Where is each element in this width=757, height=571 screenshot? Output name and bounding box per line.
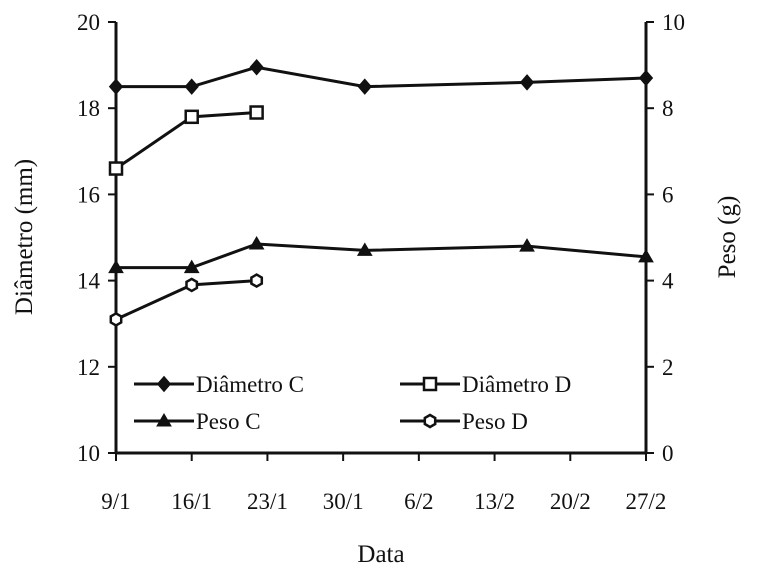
data-point-peso-c (638, 248, 654, 263)
x-tick-label: 6/2 (404, 489, 433, 514)
data-point-diametro-c (184, 78, 199, 95)
legend-label: Peso D (462, 409, 528, 434)
data-point-peso-c (108, 259, 124, 274)
left-y-tick-label: 10 (77, 441, 100, 466)
left-y-tick-label: 20 (77, 10, 100, 35)
data-point-peso-d (109, 311, 123, 327)
data-point-diametro-c (638, 69, 654, 87)
axes (108, 21, 654, 461)
x-tick-label: 16/1 (171, 489, 212, 514)
legend-marker (156, 375, 172, 393)
legend-item-peso-c: Peso C (134, 409, 261, 434)
data-point-diametro-c (108, 78, 124, 95)
series-peso-c (108, 235, 654, 274)
legend-item-diametro-c: Diâmetro C (134, 372, 304, 397)
right-y-tick-label: 6 (662, 182, 674, 207)
right-y-tick-label: 8 (662, 96, 674, 121)
left-y-axis-title: Diâmetro (mm) (11, 159, 38, 315)
left-y-tick-label: 18 (77, 96, 100, 121)
data-point-peso-c (356, 242, 373, 256)
series-line-diametro-c (116, 65, 647, 89)
data-point-peso-c (248, 235, 265, 250)
legend-label: Diâmetro D (462, 372, 571, 397)
left-y-tick-label: 16 (77, 182, 100, 207)
data-point-diametro-c (357, 78, 372, 95)
series-diametro-d (108, 105, 264, 176)
x-tick-label: 27/2 (626, 489, 667, 514)
legend-marker (423, 413, 437, 429)
x-tick-label: 20/2 (550, 489, 591, 514)
data-point-diametro-c (519, 74, 535, 91)
legend-marker (156, 413, 172, 427)
data-point-diametro-d (108, 161, 124, 176)
left-y-tick-label: 14 (77, 269, 101, 294)
x-tick-label: 9/1 (101, 489, 130, 514)
x-tick-label: 13/2 (474, 489, 515, 514)
series-line-peso-c (116, 242, 647, 270)
data-point-diametro-c (249, 58, 264, 76)
x-axis-title: Data (357, 541, 404, 568)
right-y-tick-label: 4 (662, 269, 674, 294)
legend-item-peso-d: Peso D (400, 409, 528, 434)
right-y-tick-label: 10 (662, 10, 685, 35)
x-tick-label: 23/1 (247, 489, 288, 514)
series-diametro-c (108, 58, 654, 95)
legend-label: Diâmetro C (196, 372, 304, 397)
left-y-tick-label: 12 (77, 355, 100, 380)
right-y-axis-title: Peso (g) (714, 196, 741, 279)
series-peso-d (109, 273, 264, 327)
legend: Diâmetro C Diâmetro D Peso C Peso D (134, 372, 571, 434)
data-point-diametro-d (249, 105, 264, 120)
data-point-diametro-d (184, 109, 199, 125)
data-point-peso-d (185, 277, 199, 293)
data-point-peso-c (183, 259, 200, 274)
series-layer (108, 58, 654, 327)
right-y-tick-label: 0 (662, 441, 674, 466)
legend-label: Peso C (196, 409, 261, 434)
data-point-peso-d (250, 273, 264, 289)
legend-item-diametro-d: Diâmetro D (400, 372, 571, 397)
x-tick-label: 30/1 (323, 489, 364, 514)
right-y-tick-label: 2 (662, 355, 674, 380)
data-point-peso-c (519, 238, 535, 252)
legend-marker (422, 376, 438, 392)
